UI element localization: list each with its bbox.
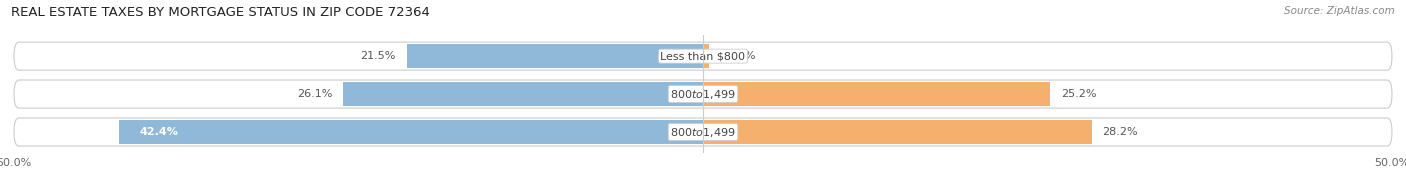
Text: 28.2%: 28.2% [1102, 127, 1139, 137]
Bar [703, 82, 1050, 106]
FancyBboxPatch shape [14, 118, 1392, 146]
FancyBboxPatch shape [14, 80, 1392, 108]
Text: 25.2%: 25.2% [1062, 89, 1097, 99]
Text: REAL ESTATE TAXES BY MORTGAGE STATUS IN ZIP CODE 72364: REAL ESTATE TAXES BY MORTGAGE STATUS IN … [11, 6, 430, 19]
Text: 21.5%: 21.5% [360, 51, 395, 61]
Text: $800 to $1,499: $800 to $1,499 [671, 88, 735, 101]
Text: Source: ZipAtlas.com: Source: ZipAtlas.com [1284, 6, 1395, 16]
FancyBboxPatch shape [14, 42, 1392, 70]
Text: 26.1%: 26.1% [297, 89, 332, 99]
Bar [343, 82, 703, 106]
Bar [703, 120, 1091, 144]
Text: 42.4%: 42.4% [139, 127, 179, 137]
Bar [406, 44, 703, 68]
Bar [703, 44, 709, 68]
Text: 0.44%: 0.44% [720, 51, 755, 61]
Bar [118, 120, 703, 144]
Text: $800 to $1,499: $800 to $1,499 [671, 125, 735, 139]
Text: Less than $800: Less than $800 [661, 51, 745, 61]
